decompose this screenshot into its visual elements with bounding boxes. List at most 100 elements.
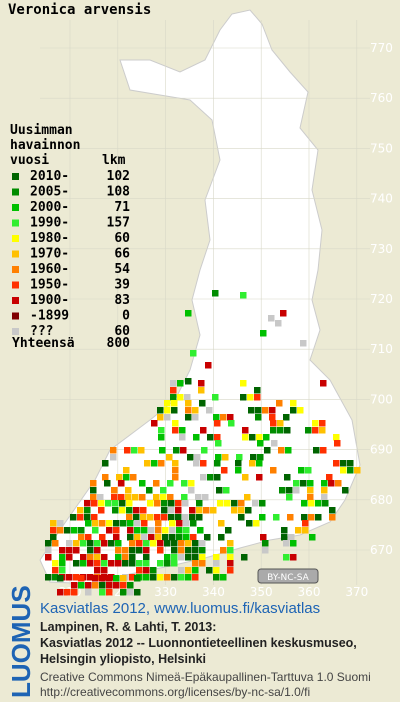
record-square [155, 534, 162, 541]
record-square [157, 547, 164, 554]
record-square [129, 574, 136, 581]
legend-heading: Uusimman [10, 123, 73, 138]
record-square [195, 494, 202, 501]
record-square [134, 534, 141, 541]
record-square [228, 420, 235, 427]
record-square [223, 487, 230, 494]
record-square [212, 290, 219, 297]
record-square [321, 487, 328, 494]
record-square [73, 540, 80, 547]
luomus-logo: LUOMUS [6, 585, 36, 698]
record-square [155, 527, 162, 534]
record-square [164, 554, 171, 561]
record-square [164, 407, 171, 414]
record-square [106, 589, 113, 596]
record-square [175, 507, 182, 514]
north-tick-label: 720 [370, 292, 393, 306]
record-square [309, 534, 316, 541]
record-square [87, 547, 94, 554]
record-square [101, 540, 108, 547]
record-square [136, 560, 143, 567]
record-square [87, 560, 94, 567]
record-square [203, 507, 210, 514]
record-square [271, 440, 278, 447]
record-square [254, 387, 261, 394]
legend-heading: vuosi [10, 153, 49, 168]
north-tick-label: 680 [370, 493, 393, 507]
legend-label: 1990- [30, 216, 69, 231]
record-square [126, 514, 133, 521]
north-tick-label: 730 [370, 242, 393, 256]
east-tick-label: 330 [154, 585, 177, 599]
legend-count: 66 [114, 247, 130, 262]
record-square [158, 460, 165, 467]
record-square [120, 589, 127, 596]
record-square [157, 407, 164, 414]
record-square [319, 427, 326, 434]
record-square [192, 407, 199, 414]
record-square [185, 567, 192, 574]
record-square [99, 582, 106, 589]
record-square [284, 427, 291, 434]
record-square [199, 540, 206, 547]
record-square [182, 500, 189, 507]
record-square [92, 582, 99, 589]
record-square [157, 574, 164, 581]
record-square [140, 514, 147, 521]
record-square [235, 467, 242, 474]
record-square [150, 540, 157, 547]
record-square [185, 414, 192, 421]
record-square [153, 494, 160, 501]
record-square [141, 534, 148, 541]
record-square [170, 394, 177, 401]
record-square [164, 414, 171, 421]
record-square [198, 387, 205, 394]
legend-swatch [12, 281, 19, 289]
record-square [157, 414, 164, 421]
record-square [241, 554, 248, 561]
record-square [102, 460, 109, 467]
record-square [178, 547, 185, 554]
record-square [112, 507, 119, 514]
legend-count: 54 [114, 262, 130, 277]
record-square [59, 560, 66, 567]
record-square [84, 507, 91, 514]
record-square [290, 400, 297, 407]
record-square [185, 378, 192, 385]
license-line[interactable]: http://creativecommons.org/licenses/by-n… [40, 685, 310, 699]
legend-count: 60 [114, 231, 130, 246]
record-square [240, 292, 247, 299]
legend-count-heading: lkm [102, 153, 126, 168]
record-square [183, 527, 190, 534]
legend-swatch [12, 188, 19, 196]
record-square [80, 554, 87, 561]
record-square [260, 534, 267, 541]
record-square [326, 474, 333, 481]
record-square [185, 547, 192, 554]
atlas-link[interactable]: Kasviatlas 2012, www.luomus.fi/kasviatla… [40, 600, 320, 617]
record-square [94, 567, 101, 574]
record-square [287, 514, 294, 521]
record-square [59, 554, 66, 561]
record-square [190, 520, 197, 527]
record-square [45, 547, 52, 554]
record-square [179, 434, 186, 441]
record-square [214, 434, 221, 441]
record-square [87, 540, 94, 547]
record-square [290, 554, 297, 561]
record-square [220, 547, 227, 554]
record-square [227, 554, 234, 561]
record-square [57, 527, 64, 534]
record-square [133, 507, 140, 514]
legend-swatch [12, 173, 19, 180]
record-square [144, 460, 151, 467]
record-square [181, 480, 188, 487]
record-square [262, 547, 269, 554]
record-square [175, 500, 182, 507]
record-square [269, 407, 276, 414]
citation-line: Kasviatlas 2012 -- Luonnontieteellinen k… [40, 636, 357, 650]
legend-label: 1950- [30, 278, 69, 293]
record-square [170, 387, 177, 394]
record-square [185, 574, 192, 581]
